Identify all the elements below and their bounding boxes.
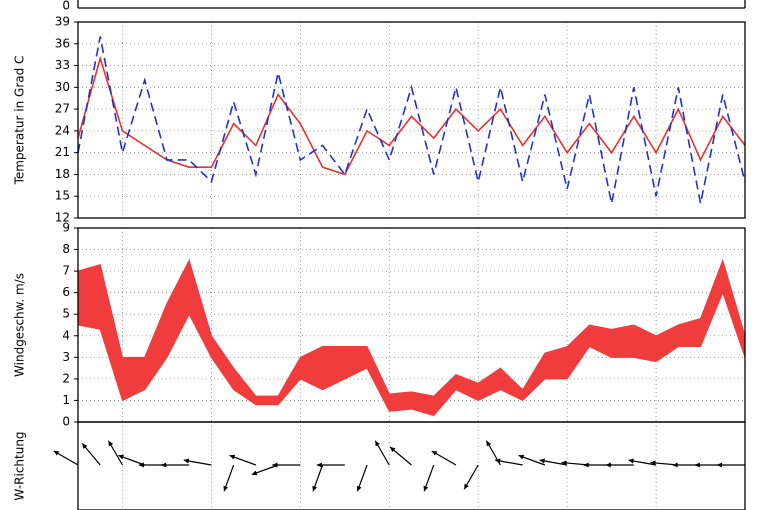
wind-arrow [53, 450, 79, 466]
arrow-head [605, 462, 611, 468]
wind-arrow [539, 458, 568, 466]
y-tick-label: 1 [62, 393, 70, 407]
arrow-head [375, 440, 380, 447]
arrow-head [423, 485, 429, 492]
y-tick-label: 9 [62, 221, 70, 235]
wind-arrow [494, 458, 523, 466]
y-tick-label: 18 [55, 167, 70, 181]
wind-arrow [312, 464, 324, 492]
arrow-head [717, 462, 722, 468]
arrow-head [118, 454, 124, 460]
arrow-head [316, 462, 322, 468]
arrow-head [390, 447, 396, 453]
y-tick-label: 39 [55, 15, 70, 29]
wind-arrow [161, 462, 190, 468]
wind-arrow [628, 458, 657, 466]
y-tick-label: 0 [62, 0, 70, 13]
y-tick-label: 33 [55, 58, 70, 72]
y-tick-label: 6 [62, 285, 70, 299]
arrow-head [694, 462, 700, 468]
y-tick-label: 0 [62, 415, 70, 429]
wind-arrow [183, 458, 212, 466]
arrow-head [108, 440, 114, 447]
arrow-head [518, 454, 525, 460]
y-tick-label: 3 [62, 350, 70, 364]
arrow-head [495, 458, 501, 464]
y-tick-label: 21 [55, 145, 70, 159]
temperature-line [77, 36, 746, 204]
wind-arrow [223, 464, 235, 492]
y-axis-label: W-Richtung [13, 431, 27, 500]
y-tick-label: 12 [55, 211, 70, 225]
wind-arrow [107, 440, 123, 466]
arrow-head [183, 458, 190, 464]
arrow-head [161, 462, 167, 468]
wind-arrow [605, 462, 634, 468]
y-tick-label: 24 [55, 123, 70, 137]
arrow-head [312, 485, 318, 492]
arrow-head [53, 451, 60, 456]
arrow-head [138, 462, 144, 468]
arrow-head [561, 460, 567, 466]
y-tick-label: 7 [62, 264, 70, 278]
arrow-head [464, 483, 469, 490]
wind-arrow [356, 464, 368, 492]
y-tick-label: 36 [55, 36, 70, 50]
arrow-head [650, 460, 656, 466]
arrow-head [229, 454, 236, 460]
wind-arrow [518, 454, 546, 466]
wind-arrow [423, 464, 435, 492]
wind-arrow [81, 443, 101, 466]
y-tick-label: 8 [62, 242, 70, 256]
panel-frame [77, 21, 746, 219]
y-axis-label: Windgeschw. m/s [13, 273, 27, 377]
arrow-head [486, 440, 492, 447]
wind-arrow [463, 464, 479, 490]
arrow-head [539, 458, 545, 464]
y-tick-label: 2 [62, 371, 70, 385]
y-tick-label: 15 [55, 189, 70, 203]
arrow-head [431, 451, 438, 456]
y-tick-label: 30 [55, 80, 70, 94]
wind-arrow [717, 462, 745, 468]
temperature-line [77, 55, 746, 176]
arrow-head [272, 462, 278, 468]
wind-arrow [118, 454, 145, 466]
wind-arrow [374, 440, 390, 466]
y-axis-label: Temperatur in Grad C [13, 56, 27, 186]
arrow-head [356, 485, 362, 492]
wind-arrow [431, 450, 457, 466]
wind-arrow [251, 464, 279, 476]
wind-arrow [389, 446, 412, 466]
wind-arrow [272, 462, 301, 468]
arrow-head [223, 485, 229, 492]
y-tick-label: 27 [55, 102, 70, 116]
wind-speed-band [77, 258, 746, 417]
wind-arrow [229, 454, 257, 466]
arrow-head [251, 470, 258, 476]
y-tick-label: 5 [62, 307, 70, 321]
arrow-head [628, 458, 634, 464]
y-tick-label: 4 [62, 328, 70, 342]
panel-frame [77, 421, 746, 510]
arrow-head [672, 462, 678, 468]
arrow-head [583, 462, 589, 468]
wind-arrow [316, 462, 345, 468]
arrow-head [82, 443, 88, 449]
